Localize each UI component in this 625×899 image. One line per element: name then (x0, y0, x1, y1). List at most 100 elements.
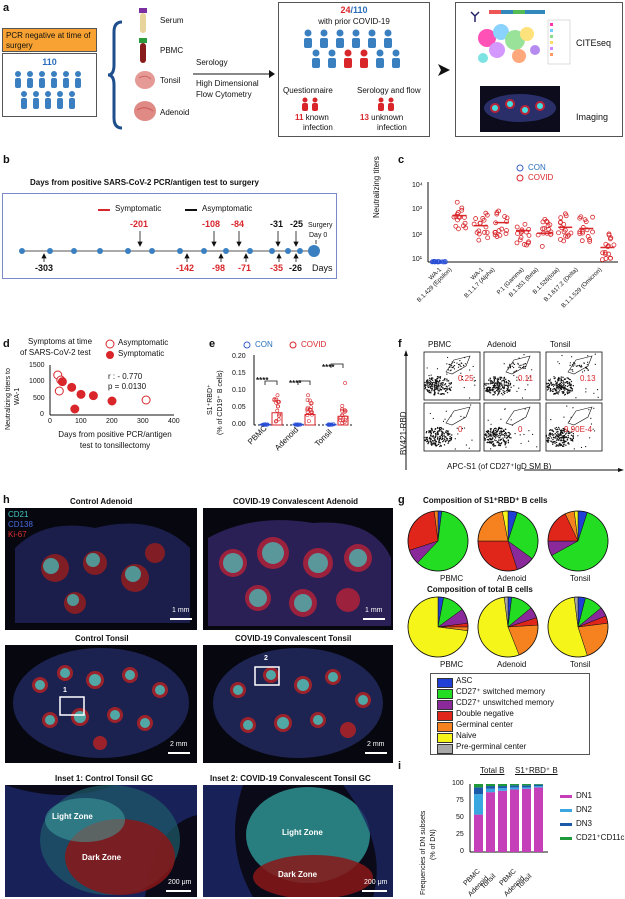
f-event (493, 444, 495, 447)
f-event (499, 377, 501, 379)
prior-covid-count: 24/110 (278, 5, 430, 15)
f-event (546, 386, 548, 388)
f-plot-frame (483, 351, 541, 401)
f-gate-event (586, 364, 588, 366)
f-event (474, 379, 476, 382)
f-event (437, 443, 440, 446)
method-serology: Serology (196, 58, 228, 67)
f-event (547, 385, 550, 387)
adenoid-icon (134, 101, 156, 121)
pbmc-tube-icon (139, 38, 147, 63)
f-event (434, 432, 437, 435)
f-event (549, 387, 552, 390)
i-bar-segment (534, 784, 543, 785)
f-event (500, 418, 502, 420)
f-event (488, 430, 490, 432)
f-event (505, 440, 507, 443)
f-event (519, 434, 521, 436)
f-event (564, 382, 566, 384)
f-event (457, 433, 459, 435)
f-event (547, 436, 550, 439)
f-event (496, 390, 499, 392)
tl-above-4: -31 (270, 219, 284, 229)
f-event (571, 390, 573, 392)
f-event (572, 436, 574, 438)
f-event (536, 446, 538, 448)
f-event (432, 435, 434, 437)
f-event (473, 380, 475, 382)
f-gate-event (453, 361, 455, 364)
panel-label-i: i (398, 760, 402, 772)
f-event (435, 386, 438, 389)
g-pie-label-3: Tonsil (570, 574, 591, 583)
f-event (447, 434, 449, 437)
f-event (424, 383, 426, 386)
h-title-3: Control Tonsil (75, 634, 129, 643)
f-gate (567, 406, 593, 426)
f-event (493, 380, 496, 382)
f-event (492, 382, 494, 384)
f-event (568, 384, 570, 387)
e-point (331, 422, 336, 427)
f-event (553, 434, 555, 436)
f-event (503, 391, 505, 394)
prior-covid-pos: 24 (340, 5, 351, 15)
e-point (306, 393, 310, 398)
f-gate-event (453, 368, 456, 370)
f-gate-value: 0.11 (518, 374, 533, 383)
f-event (500, 434, 503, 436)
f-event (487, 419, 489, 421)
f-event (436, 384, 438, 386)
c-point (602, 249, 608, 255)
f-event (492, 437, 494, 439)
f-event (427, 386, 430, 389)
f-gate-event (457, 363, 460, 366)
tl-above-2: -108 (202, 219, 221, 229)
d-point-symptomatic (57, 377, 67, 387)
f-event (426, 436, 429, 439)
f-event (439, 430, 441, 432)
control-adenoid-image (5, 508, 197, 630)
i-bar-segment (522, 784, 531, 786)
d-scatter-plot (49, 365, 174, 416)
f-event (436, 378, 438, 380)
e-point (338, 418, 343, 422)
f-event (503, 392, 506, 395)
e-point (343, 381, 347, 385)
f-event (568, 378, 570, 380)
f-gate-event (456, 362, 458, 364)
scalebar-label-5: 200 μm (168, 879, 192, 886)
f-event (451, 434, 453, 436)
f-event (448, 388, 451, 391)
e-point (276, 399, 281, 404)
f-event (495, 389, 498, 392)
d-xlabel-1: Days from positive PCR/antigen (58, 430, 172, 439)
g-legend-swatch (437, 689, 453, 699)
f-event (556, 384, 558, 387)
f-event (454, 438, 456, 440)
f-event (495, 385, 497, 387)
panel-label-f: f (398, 338, 402, 350)
f-event (557, 445, 560, 447)
method-hd: High Dimensional (196, 79, 259, 88)
g-legend-label: Germinal center (456, 720, 513, 729)
f-event (429, 379, 431, 381)
i-ytick-4: 25 (456, 831, 464, 838)
c-point (563, 213, 569, 219)
f-event (557, 391, 559, 393)
f-gate-event (524, 363, 527, 365)
f-event (450, 439, 452, 441)
f-col-2: Adenoid (487, 340, 517, 349)
f-event (507, 431, 509, 434)
serum-tube-icon (139, 8, 147, 33)
f-event (549, 435, 551, 437)
f-gate-event (575, 365, 578, 367)
f-event (504, 428, 507, 430)
f-event (516, 390, 518, 393)
f-event (431, 385, 433, 388)
f-event (491, 389, 494, 392)
f-event (441, 381, 444, 384)
f-event (494, 382, 496, 384)
f-event (439, 393, 441, 395)
f-event (437, 392, 439, 394)
